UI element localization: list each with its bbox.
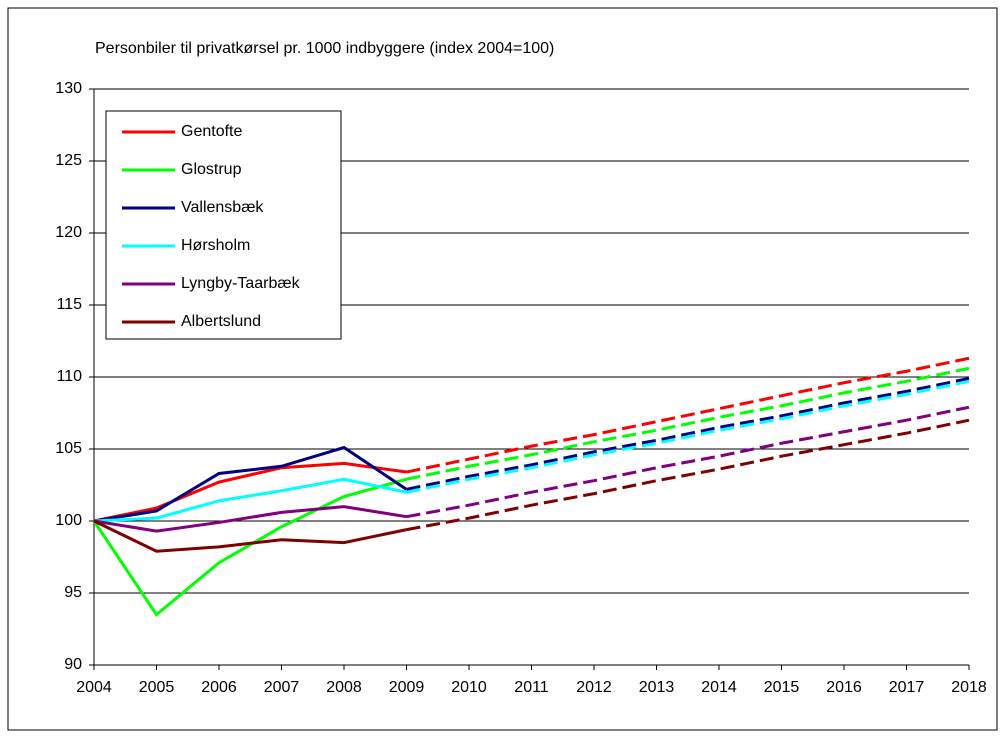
x-tick-label: 2017	[889, 679, 925, 696]
series-line-dashed	[406, 366, 970, 481]
series-line	[93, 519, 407, 553]
y-tick-label: 100	[55, 512, 82, 529]
x-tick-label: 2011	[514, 679, 549, 696]
x-tick-label: 2009	[389, 679, 425, 696]
legend-box	[105, 110, 342, 340]
y-tick-label: 125	[55, 152, 82, 169]
x-tick-label: 2014	[701, 679, 737, 696]
series-line-dashed	[406, 376, 970, 491]
y-tick-label: 120	[55, 224, 82, 241]
x-tick-label: 2005	[139, 679, 175, 696]
y-tick-label: 130	[55, 80, 82, 97]
legend-label: Lyngby-Taarbæk	[181, 275, 301, 292]
legend-label: Hørsholm	[181, 237, 250, 254]
legend-label: Albertslund	[181, 313, 261, 330]
y-tick-label: 95	[64, 584, 82, 601]
x-tick-label: 2018	[951, 679, 987, 696]
x-tick-label: 2008	[326, 679, 362, 696]
x-tick-label: 2013	[639, 679, 675, 696]
series-line	[93, 477, 407, 523]
x-tick-label: 2016	[826, 679, 862, 696]
series-line-dashed	[406, 405, 970, 519]
x-tick-label: 2006	[201, 679, 237, 696]
series-line	[93, 461, 407, 523]
x-tick-label: 2010	[451, 679, 487, 696]
x-tick-label: 2012	[576, 679, 612, 696]
series-line	[93, 505, 407, 533]
legend-label: Gentofte	[181, 123, 242, 140]
series-line-dashed	[406, 356, 970, 474]
legend-label: Vallensbæk	[181, 199, 264, 216]
y-tick-label: 110	[56, 368, 82, 385]
series-line-dashed	[406, 418, 970, 532]
x-tick-label: 2015	[764, 679, 800, 696]
y-tick-label: 105	[55, 440, 82, 457]
x-tick-label: 2004	[76, 679, 112, 696]
chart-title: Personbiler til privatkørsel pr. 1000 in…	[95, 40, 554, 57]
series-line-dashed	[406, 379, 970, 494]
y-tick-label: 115	[56, 296, 82, 313]
series-line	[93, 445, 408, 523]
y-tick-label: 90	[64, 656, 82, 673]
legend-label: Glostrup	[181, 161, 242, 178]
x-tick-label: 2007	[264, 679, 300, 696]
